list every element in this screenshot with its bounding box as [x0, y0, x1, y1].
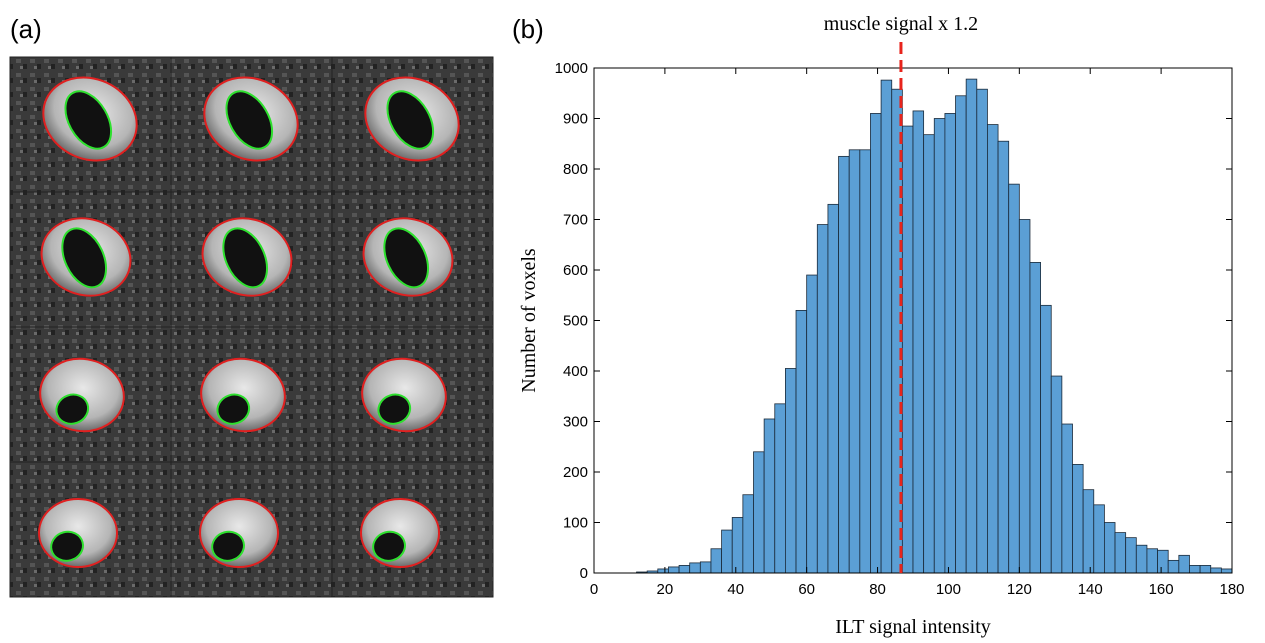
- panel-label: (a): [10, 14, 42, 44]
- bar: [965, 78, 978, 574]
- lumen: [55, 393, 90, 425]
- bar: [1093, 504, 1105, 574]
- lumen: [211, 530, 245, 562]
- bar: [912, 110, 925, 574]
- bar: [785, 368, 797, 574]
- bar: [1178, 554, 1190, 574]
- bar: [699, 561, 712, 574]
- y-tick-label: 100: [563, 515, 588, 532]
- y-tick-label: 200: [563, 464, 588, 481]
- bar: [742, 494, 754, 574]
- bar: [859, 149, 871, 574]
- lumen: [64, 90, 113, 150]
- x-tick-label: 100: [936, 581, 961, 598]
- bar: [976, 88, 988, 574]
- mri-image-grid: [9, 56, 494, 598]
- lumen: [386, 90, 435, 150]
- y-tick-label: 400: [563, 363, 588, 380]
- bar: [753, 451, 765, 574]
- bar: [1029, 262, 1042, 574]
- annotation: muscle signal x 1.2: [824, 13, 978, 35]
- x-tick-label: 180: [1219, 581, 1244, 598]
- bar: [657, 568, 669, 574]
- bar: [1199, 565, 1212, 574]
- bar: [1125, 537, 1137, 574]
- bar: [763, 418, 776, 574]
- x-tick-label: 60: [798, 581, 815, 598]
- bar: [1167, 559, 1180, 574]
- panel-label: (b): [512, 14, 544, 44]
- bar: [1082, 489, 1095, 574]
- bar: [1008, 183, 1020, 574]
- lumen: [50, 530, 84, 562]
- lumen: [61, 227, 108, 289]
- bar: [870, 113, 882, 574]
- bar: [1114, 532, 1127, 574]
- bar: [997, 140, 1010, 574]
- bar: [721, 529, 733, 574]
- x-tick-label: 0: [590, 581, 598, 598]
- bar: [933, 118, 946, 574]
- x-tick-label: 40: [727, 581, 744, 598]
- bar: [923, 134, 935, 574]
- bar: [901, 125, 914, 574]
- y-tick-label: 1000: [555, 60, 588, 77]
- x-axis-label: ILT signal intensity: [835, 616, 991, 638]
- y-tick-label: 800: [563, 161, 588, 178]
- bar: [827, 203, 839, 574]
- y-axis-label: Number of voxels: [518, 248, 540, 393]
- x-tick-label: 80: [869, 581, 886, 598]
- bar: [1072, 464, 1084, 574]
- y-tick-label: 300: [563, 414, 588, 431]
- bar: [838, 155, 850, 574]
- histogram: 0 20 40 60 80 100 120 140 160 180 0 100 200 300 400 500…: [518, 13, 1245, 638]
- lumen: [383, 227, 430, 289]
- bar: [678, 565, 691, 574]
- y-tick-label: 0: [580, 565, 588, 582]
- bar: [1146, 548, 1158, 574]
- bar: [795, 309, 808, 574]
- bar: [1135, 544, 1148, 574]
- bar: [1157, 549, 1169, 574]
- bar: [1189, 565, 1201, 574]
- bar: [1018, 219, 1031, 574]
- x-tick-label: 140: [1078, 581, 1103, 598]
- bar: [668, 566, 680, 574]
- bar: [1040, 304, 1052, 574]
- lumen: [377, 393, 412, 425]
- bar: [955, 95, 967, 574]
- bar: [880, 79, 893, 574]
- x-tick-label: 120: [1007, 581, 1032, 598]
- x-tick-label: 20: [657, 581, 674, 598]
- bar: [1210, 567, 1222, 574]
- bar: [689, 562, 701, 574]
- lumen: [225, 90, 274, 150]
- bar: [1061, 423, 1073, 574]
- y-tick-label: 500: [563, 313, 588, 330]
- bar: [710, 548, 723, 574]
- bar: [774, 403, 786, 574]
- y-tick-label: 600: [563, 262, 588, 279]
- bar: [731, 517, 744, 574]
- bar: [806, 274, 818, 574]
- lumen: [372, 530, 406, 562]
- lumen: [222, 227, 269, 289]
- bar: [944, 113, 956, 574]
- bar: [1220, 568, 1233, 574]
- lumen: [216, 393, 251, 425]
- bar: [987, 124, 999, 574]
- y-tick-label: 900: [563, 111, 588, 128]
- bar: [816, 224, 829, 574]
- bar: [848, 149, 861, 574]
- bar: [1104, 522, 1116, 574]
- y-tick-label: 700: [563, 212, 588, 229]
- bar: [1050, 375, 1063, 574]
- x-tick-label: 160: [1149, 581, 1174, 598]
